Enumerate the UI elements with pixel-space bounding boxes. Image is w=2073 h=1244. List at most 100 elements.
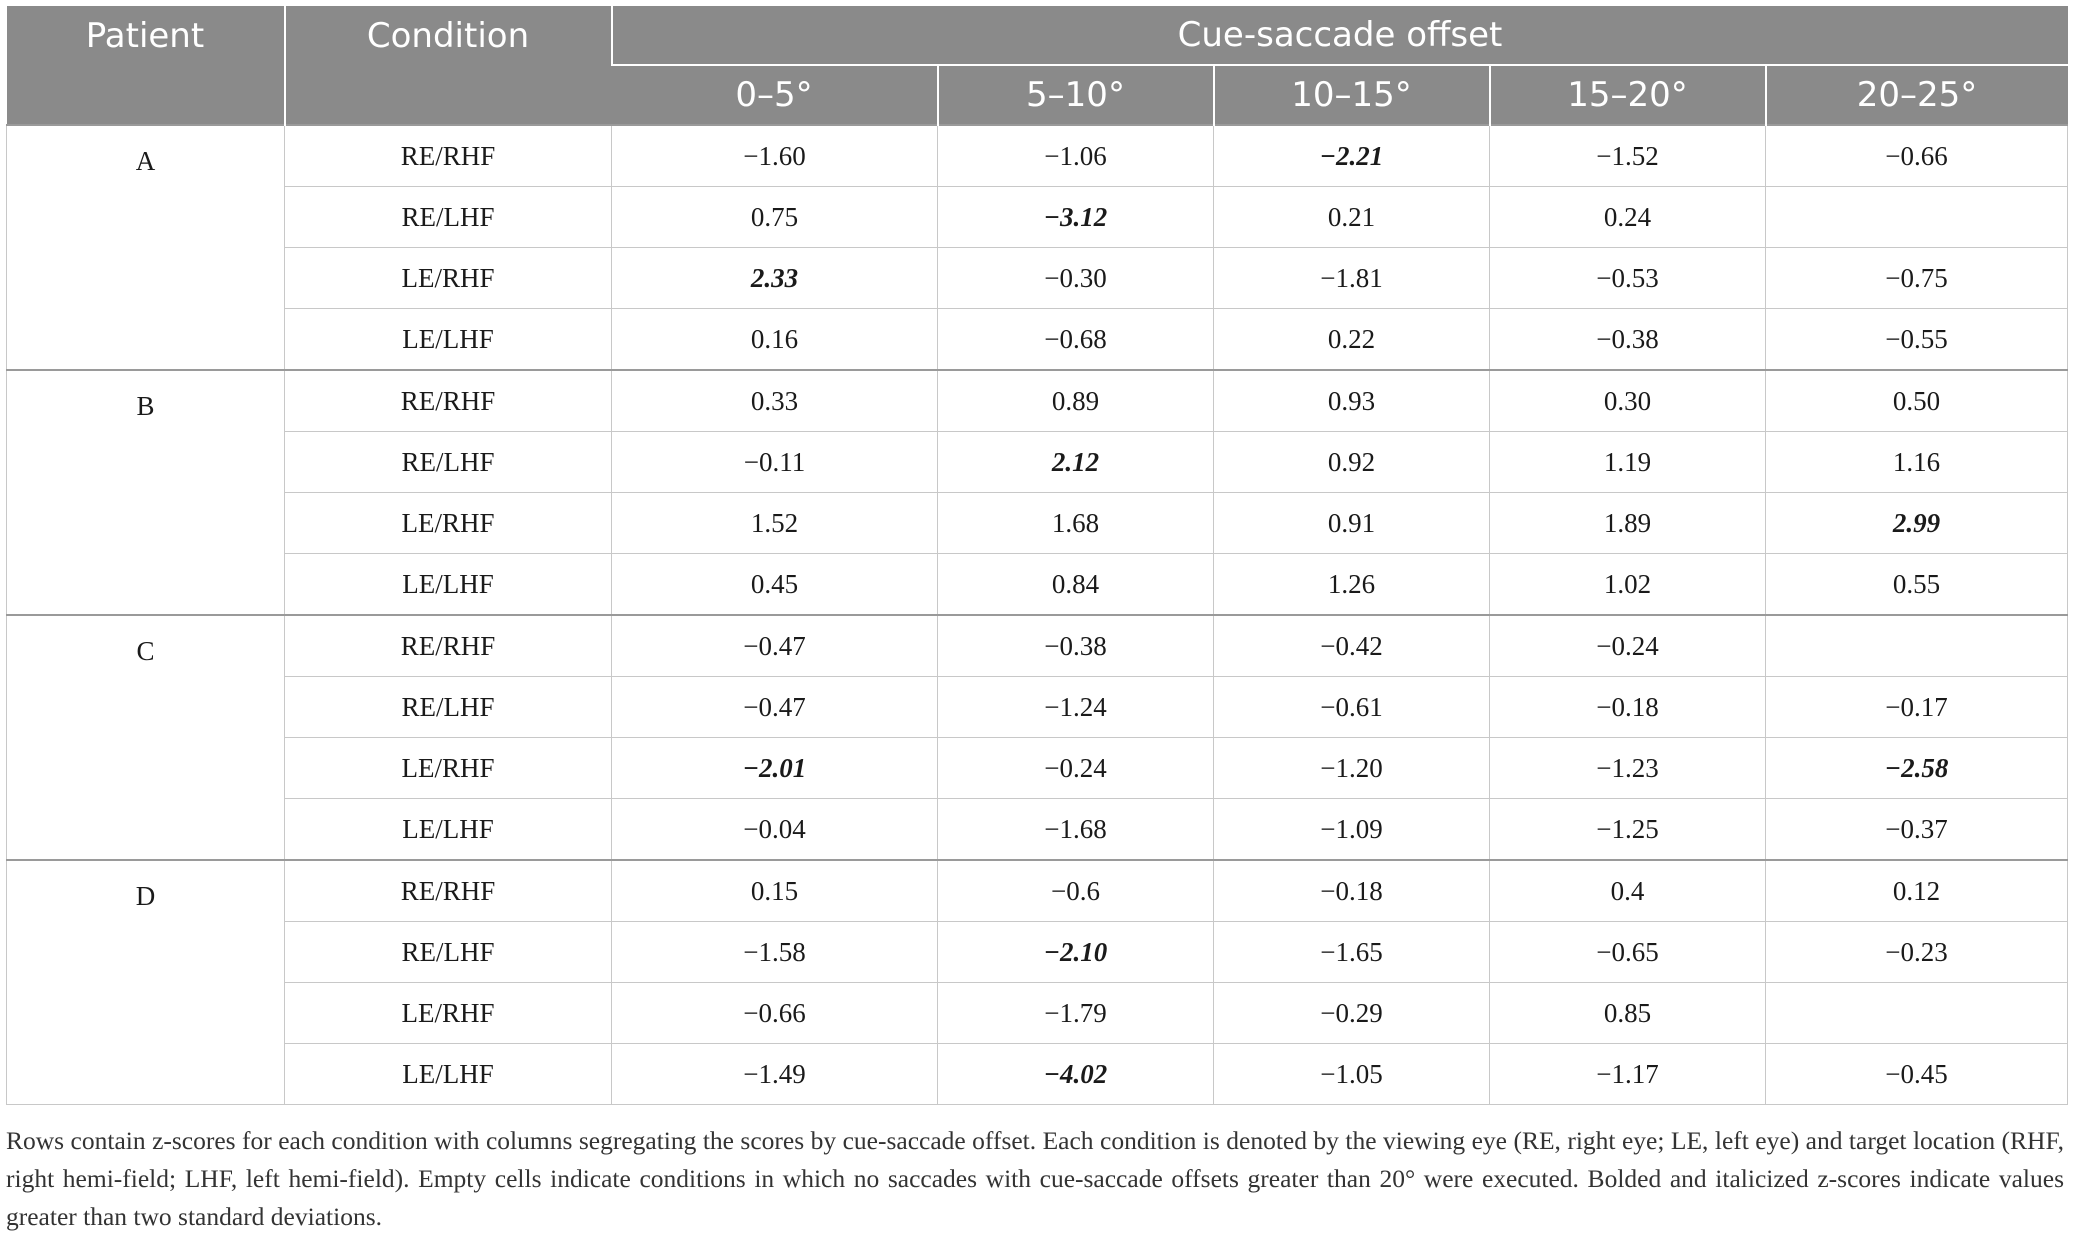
zscore-cell: 2.12 bbox=[937, 431, 1214, 493]
zscore-cell: −1.17 bbox=[1489, 1043, 1766, 1105]
patient-label: D bbox=[6, 859, 285, 1105]
zscore-cell: −0.47 bbox=[611, 676, 938, 738]
table-row: LE/RHF −2.01 −0.24 −1.20 −1.23 −2.58 bbox=[7, 737, 2069, 799]
zscore-cell: −1.09 bbox=[1213, 798, 1490, 861]
zscore-cell: −1.24 bbox=[937, 676, 1214, 738]
zscore-cell: −1.60 bbox=[611, 124, 938, 187]
zscore-cell: −0.37 bbox=[1764, 798, 2069, 861]
zscore-cell: −0.75 bbox=[1764, 247, 2069, 309]
table-row: RE/LHF −0.47 −1.24 −0.61 −0.18 −0.17 bbox=[7, 676, 2069, 738]
zscore-cell: −1.20 bbox=[1213, 737, 1490, 799]
zscore-cell: 0.16 bbox=[611, 308, 938, 371]
header-cue-saccade-offset: Cue-saccade offset bbox=[610, 6, 2068, 65]
table-row: RE/LHF −1.58 −2.10 −1.65 −0.65 −0.23 bbox=[7, 921, 2069, 983]
condition-cell: LE/RHF bbox=[284, 737, 612, 799]
table-row: B RE/RHF 0.33 0.89 0.93 0.30 0.50 bbox=[6, 369, 2069, 616]
table-caption: Rows contain z-scores for each condition… bbox=[6, 1126, 2064, 1231]
zscore-cell: −0.45 bbox=[1764, 1043, 2069, 1105]
zscore-cell: 0.4 bbox=[1489, 859, 1766, 922]
zscore-cell: −0.38 bbox=[1489, 308, 1766, 371]
table-header: Patient Condition Cue-saccade offset 0–5… bbox=[6, 6, 2068, 125]
zscore-cell: −1.23 bbox=[1489, 737, 1766, 799]
zscore-table-container: Patient Condition Cue-saccade offset 0–5… bbox=[6, 6, 2069, 1105]
zscore-cell: −0.38 bbox=[937, 614, 1214, 677]
patient-label: A bbox=[6, 124, 285, 371]
table-row: RE/LHF 0.75 −3.12 0.21 0.24 bbox=[7, 186, 2069, 248]
zscore-cell: −3.12 bbox=[937, 186, 1214, 248]
zscore-cell: 0.22 bbox=[1213, 308, 1490, 371]
zscore-cell: −1.05 bbox=[1213, 1043, 1490, 1105]
zscore-cell: −1.52 bbox=[1489, 124, 1766, 187]
condition-cell: LE/RHF bbox=[284, 982, 612, 1044]
zscore-cell: 0.92 bbox=[1213, 431, 1490, 493]
condition-cell: RE/RHF bbox=[284, 124, 612, 187]
zscore-cell: 0.21 bbox=[1213, 186, 1490, 248]
zscore-cell: −1.68 bbox=[937, 798, 1214, 861]
zscore-cell: −0.18 bbox=[1213, 859, 1490, 922]
table-row: LE/RHF −0.66 −1.79 −0.29 0.85 bbox=[7, 982, 2069, 1044]
zscore-cell: −1.49 bbox=[611, 1043, 938, 1105]
header-offset-20-25: 20–25° bbox=[1764, 64, 2068, 125]
zscore-cell bbox=[1764, 614, 2069, 677]
zscore-cell: −0.55 bbox=[1764, 308, 2069, 371]
table-row: C RE/RHF −0.47 −0.38 −0.42 −0.24 bbox=[6, 614, 2069, 861]
zscore-cell: 2.99 bbox=[1764, 492, 2069, 554]
zscore-cell: 0.15 bbox=[611, 859, 938, 922]
zscore-cell: 0.24 bbox=[1489, 186, 1766, 248]
patient-label: C bbox=[6, 614, 285, 861]
zscore-cell: −0.53 bbox=[1489, 247, 1766, 309]
zscore-cell: −2.21 bbox=[1213, 124, 1490, 187]
zscore-cell: 0.50 bbox=[1764, 369, 2069, 432]
condition-cell: RE/LHF bbox=[284, 921, 612, 983]
condition-cell: RE/RHF bbox=[284, 369, 612, 432]
zscore-cell: −0.24 bbox=[937, 737, 1214, 799]
condition-cell: RE/LHF bbox=[284, 676, 612, 738]
zscore-cell: −2.58 bbox=[1764, 737, 2069, 799]
table-row: A RE/RHF −1.60 −1.06 −2.21 −1.52 −0.66 bbox=[6, 124, 2069, 371]
condition-cell: LE/RHF bbox=[284, 247, 612, 309]
zscore-cell: 1.26 bbox=[1213, 553, 1490, 616]
zscore-cell: 1.02 bbox=[1489, 553, 1766, 616]
zscore-cell: 0.91 bbox=[1213, 492, 1490, 554]
zscore-cell: −0.24 bbox=[1489, 614, 1766, 677]
zscore-cell: −0.61 bbox=[1213, 676, 1490, 738]
table-row: LE/LHF −1.49 −4.02 −1.05 −1.17 −0.45 bbox=[7, 1043, 2069, 1105]
zscore-cell: 1.52 bbox=[611, 492, 938, 554]
condition-cell: LE/LHF bbox=[284, 798, 612, 861]
zscore-cell: −0.11 bbox=[611, 431, 938, 493]
zscore-cell: −0.04 bbox=[611, 798, 938, 861]
table-row: LE/LHF 0.16 −0.68 0.22 −0.38 −0.55 bbox=[7, 308, 2069, 371]
header-offset-0-5: 0–5° bbox=[611, 64, 938, 125]
zscore-cell: −2.10 bbox=[937, 921, 1214, 983]
header-patient: Patient bbox=[6, 6, 285, 125]
zscore-cell: −2.01 bbox=[611, 737, 938, 799]
zscore-cell bbox=[1764, 982, 2069, 1044]
zscore-cell bbox=[1764, 186, 2069, 248]
table-body: A RE/RHF −1.60 −1.06 −2.21 −1.52 −0.66 RE/LHF 0.… bbox=[6, 124, 2069, 1105]
zscore-cell: −1.58 bbox=[611, 921, 938, 983]
table-row: D RE/RHF 0.15 −0.6 −0.18 0.4 0.12 bbox=[6, 859, 2069, 1105]
zscore-cell: 0.55 bbox=[1764, 553, 2069, 616]
table-row: LE/RHF 2.33 −0.30 −1.81 −0.53 −0.75 bbox=[7, 247, 2069, 309]
zscore-cell: 0.85 bbox=[1489, 982, 1766, 1044]
zscore-cell: −0.30 bbox=[937, 247, 1214, 309]
header-offset-10-15: 10–15° bbox=[1212, 64, 1490, 125]
zscore-cell: 0.30 bbox=[1489, 369, 1766, 432]
zscore-cell: 1.16 bbox=[1764, 431, 2069, 493]
zscore-cell: −0.47 bbox=[611, 614, 938, 677]
condition-cell: RE/RHF bbox=[284, 614, 612, 677]
zscore-cell: 1.19 bbox=[1489, 431, 1766, 493]
table-row: LE/LHF 0.45 0.84 1.26 1.02 0.55 bbox=[7, 553, 2069, 616]
condition-cell: RE/LHF bbox=[284, 431, 612, 493]
zscore-cell: 2.33 bbox=[611, 247, 938, 309]
table-row: LE/RHF 1.52 1.68 0.91 1.89 2.99 bbox=[7, 492, 2069, 554]
zscore-cell: −0.17 bbox=[1764, 676, 2069, 738]
zscore-cell: −0.6 bbox=[937, 859, 1214, 922]
zscore-cell: 0.89 bbox=[937, 369, 1214, 432]
zscore-cell: 0.75 bbox=[611, 186, 938, 248]
zscore-cell: 0.84 bbox=[937, 553, 1214, 616]
zscore-cell: 0.12 bbox=[1764, 859, 2069, 922]
zscore-cell: −0.66 bbox=[1764, 124, 2069, 187]
condition-cell: RE/LHF bbox=[284, 186, 612, 248]
condition-cell: LE/LHF bbox=[284, 553, 612, 616]
